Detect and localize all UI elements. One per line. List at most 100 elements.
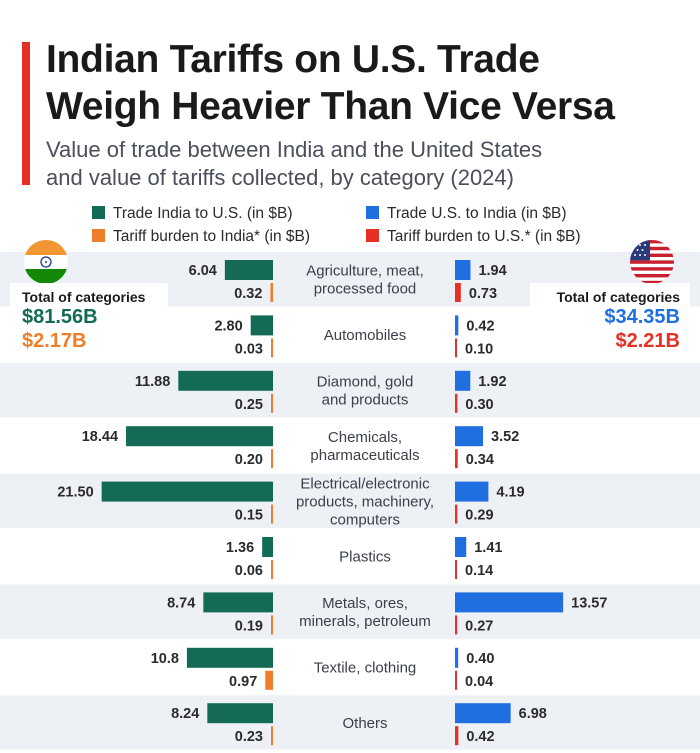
value-label-trade-us-india: 1.92 bbox=[478, 374, 506, 390]
value-label-trade-us-india: 6.98 bbox=[519, 706, 547, 722]
value-label-trade-us-india: 4.19 bbox=[496, 485, 524, 501]
value-label-tariff-india: 0.97 bbox=[229, 674, 257, 690]
bar-trade-india-us bbox=[224, 260, 273, 280]
bar-tariff-us bbox=[455, 560, 457, 579]
subtitle-line-2: and value of tariffs collected, by categ… bbox=[46, 165, 514, 190]
row-stripe bbox=[0, 695, 700, 750]
category-label: Others bbox=[342, 715, 387, 732]
category-label: Metals, ores, bbox=[322, 595, 408, 612]
india-total-trade: $81.56B bbox=[22, 306, 98, 328]
bar-tariff-us bbox=[455, 504, 458, 524]
bar-tariff-india bbox=[271, 560, 273, 579]
bar-trade-us-india bbox=[455, 537, 467, 557]
category-label: Textile, clothing bbox=[314, 660, 417, 677]
category-label: products, machinery, bbox=[296, 493, 434, 510]
bar-tariff-india bbox=[271, 615, 273, 635]
bar-trade-india-us bbox=[250, 315, 273, 336]
subtitle: Value of trade between India and the Uni… bbox=[46, 136, 646, 192]
category-label: Agriculture, meat, bbox=[306, 263, 424, 280]
value-label-tariff-us: 0.14 bbox=[465, 563, 493, 579]
category-label: Electrical/electronic bbox=[300, 475, 430, 492]
category-label: computers bbox=[330, 511, 400, 528]
accent-bar bbox=[22, 42, 30, 185]
us-total-tariff: $2.21B bbox=[615, 330, 681, 352]
bar-tariff-india bbox=[271, 504, 273, 524]
bar-trade-india-us bbox=[203, 592, 273, 613]
value-label-tariff-us: 0.34 bbox=[466, 452, 494, 468]
legend-tariff-us: Tariff burden to U.S.* (in $B) bbox=[366, 228, 581, 246]
legend-label-tariff-india: Tariff burden to India* (in $B) bbox=[113, 228, 311, 245]
value-label-trade-us-india: 0.40 bbox=[466, 651, 494, 667]
bar-tariff-india bbox=[270, 283, 273, 302]
category-label: pharmaceuticals bbox=[310, 447, 419, 464]
value-label-tariff-us: 0.73 bbox=[469, 286, 497, 302]
value-label-tariff-india: 0.19 bbox=[235, 618, 263, 634]
title-line-2: Weigh Heavier Than Vice Versa bbox=[46, 85, 615, 128]
value-label-trade-us-india: 0.42 bbox=[466, 318, 494, 334]
bar-trade-us-india bbox=[455, 370, 471, 391]
bar-trade-us-india bbox=[455, 260, 471, 280]
legend-label-tariff-us: Tariff burden to U.S.* (in $B) bbox=[387, 228, 581, 245]
bar-tariff-india bbox=[271, 338, 273, 358]
category-label: Chemicals, bbox=[328, 429, 402, 446]
category-label: Diamond, gold bbox=[317, 374, 414, 391]
bar-tariff-us bbox=[455, 338, 457, 358]
bar-trade-india-us bbox=[126, 426, 273, 447]
bar-trade-us-india bbox=[455, 647, 459, 668]
bar-trade-us-india bbox=[455, 481, 489, 502]
legend-label-trade-us-india: Trade U.S. to India (in $B) bbox=[387, 205, 567, 222]
legend-tariff-india: Tariff burden to India* (in $B) bbox=[92, 228, 310, 246]
bar-tariff-india bbox=[271, 393, 273, 413]
us-total-box: Total of categories $34.35B $2.21B bbox=[530, 283, 690, 357]
bar-tariff-us bbox=[455, 449, 458, 469]
us-flag-icon bbox=[630, 240, 674, 284]
india-flag-icon bbox=[24, 240, 68, 284]
bar-trade-us-india bbox=[455, 703, 511, 724]
category-label: minerals, petroleum bbox=[299, 613, 431, 630]
bar-tariff-india bbox=[265, 670, 273, 690]
value-label-trade-india-us: 8.24 bbox=[171, 706, 199, 722]
india-total-tariff: $2.17B bbox=[22, 330, 87, 352]
bar-tariff-india bbox=[271, 726, 273, 746]
bar-trade-india-us bbox=[262, 537, 273, 557]
bar-trade-india-us bbox=[178, 370, 273, 391]
page-title: Indian Tariffs on U.S. Trade Weigh Heavi… bbox=[46, 36, 686, 130]
category-label: Plastics bbox=[339, 549, 391, 566]
value-label-tariff-us: 0.10 bbox=[465, 341, 493, 357]
row-stripe bbox=[0, 362, 700, 418]
legend-trade-us-india: Trade U.S. to India (in $B) bbox=[366, 205, 566, 223]
us-total-trade: $34.35B bbox=[604, 306, 680, 328]
legend-label-trade-india-us: Trade India to U.S. (in $B) bbox=[113, 205, 293, 222]
bar-tariff-us bbox=[455, 670, 457, 690]
value-label-tariff-india: 0.15 bbox=[235, 508, 263, 524]
value-label-tariff-india: 0.03 bbox=[235, 341, 263, 357]
value-label-trade-india-us: 11.88 bbox=[135, 374, 171, 390]
value-label-tariff-us: 0.29 bbox=[465, 508, 493, 524]
legend-swatch-tariff-india bbox=[92, 229, 105, 242]
value-label-tariff-india: 0.23 bbox=[235, 729, 263, 745]
value-label-trade-india-us: 21.50 bbox=[57, 485, 93, 501]
bar-trade-us-india bbox=[455, 426, 484, 447]
category-label: processed food bbox=[314, 281, 417, 298]
category-label: Automobiles bbox=[324, 327, 407, 344]
value-label-trade-india-us: 6.04 bbox=[189, 263, 217, 279]
category-label: and products bbox=[322, 392, 409, 409]
bar-tariff-us bbox=[455, 615, 458, 635]
value-label-trade-india-us: 8.74 bbox=[167, 595, 195, 611]
value-label-tariff-india: 0.32 bbox=[234, 286, 262, 302]
legend-trade-india-us: Trade India to U.S. (in $B) bbox=[92, 205, 292, 223]
value-label-trade-us-india: 1.41 bbox=[474, 540, 502, 556]
value-label-tariff-us: 0.27 bbox=[465, 618, 493, 634]
bar-tariff-us bbox=[455, 726, 459, 746]
value-label-tariff-india: 0.06 bbox=[235, 563, 263, 579]
value-label-trade-us-india: 1.94 bbox=[478, 263, 506, 279]
subtitle-line-1: Value of trade between India and the Uni… bbox=[46, 137, 543, 162]
value-label-trade-india-us: 18.44 bbox=[82, 429, 118, 445]
bar-trade-us-india bbox=[455, 592, 564, 613]
india-total-box: Total of categories $81.56B $2.17B bbox=[10, 283, 168, 357]
value-label-tariff-us: 0.04 bbox=[465, 674, 493, 690]
legend-swatch-trade-us-india bbox=[366, 206, 379, 219]
value-label-trade-us-india: 3.52 bbox=[491, 429, 519, 445]
title-line-1: Indian Tariffs on U.S. Trade bbox=[46, 38, 540, 81]
